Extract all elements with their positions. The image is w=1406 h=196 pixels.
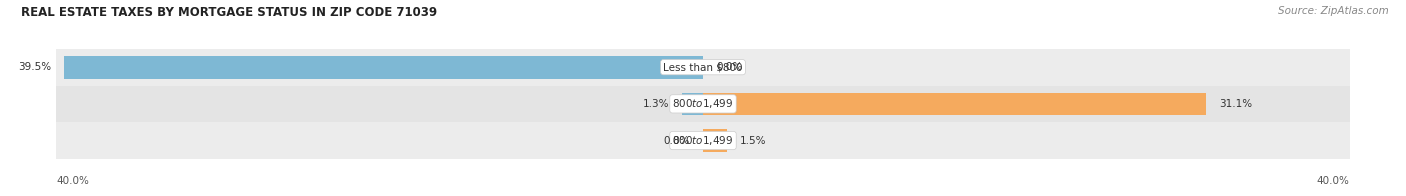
- Text: 40.0%: 40.0%: [56, 176, 89, 186]
- Bar: [65, 56, 703, 79]
- Text: 1.5%: 1.5%: [740, 136, 766, 146]
- Text: 0.0%: 0.0%: [664, 136, 690, 146]
- Text: 1.3%: 1.3%: [643, 99, 669, 109]
- Text: Less than $800: Less than $800: [664, 62, 742, 72]
- Text: $800 to $1,499: $800 to $1,499: [672, 134, 734, 147]
- Text: REAL ESTATE TAXES BY MORTGAGE STATUS IN ZIP CODE 71039: REAL ESTATE TAXES BY MORTGAGE STATUS IN …: [21, 6, 437, 19]
- Text: 31.1%: 31.1%: [1219, 99, 1251, 109]
- Bar: [56, 49, 1350, 85]
- Bar: [703, 93, 1206, 115]
- Bar: [703, 129, 727, 152]
- Bar: [56, 122, 1350, 159]
- Text: 39.5%: 39.5%: [18, 62, 52, 72]
- Text: 0.0%: 0.0%: [716, 62, 742, 72]
- Text: Source: ZipAtlas.com: Source: ZipAtlas.com: [1278, 6, 1389, 16]
- Text: 40.0%: 40.0%: [1317, 176, 1350, 186]
- Text: $800 to $1,499: $800 to $1,499: [672, 97, 734, 110]
- Bar: [56, 85, 1350, 122]
- Bar: [682, 93, 703, 115]
